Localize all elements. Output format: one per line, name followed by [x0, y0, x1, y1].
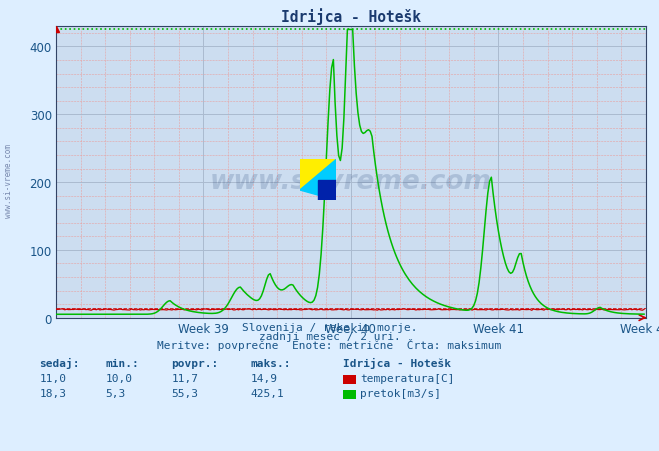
Text: 5,3: 5,3 — [105, 388, 126, 398]
Text: pretok[m3/s]: pretok[m3/s] — [360, 388, 442, 398]
Text: min.:: min.: — [105, 358, 139, 368]
Text: Slovenija / reke in morje.: Slovenija / reke in morje. — [242, 322, 417, 332]
Text: Idrijca - Hotešk: Idrijca - Hotešk — [343, 357, 451, 368]
Text: zadnji mesec / 2 uri.: zadnji mesec / 2 uri. — [258, 331, 401, 341]
Text: www.si-vreme.com: www.si-vreme.com — [4, 143, 13, 217]
Text: povpr.:: povpr.: — [171, 358, 219, 368]
Text: 11,7: 11,7 — [171, 373, 198, 383]
Text: 11,0: 11,0 — [40, 373, 67, 383]
Text: 18,3: 18,3 — [40, 388, 67, 398]
Polygon shape — [300, 160, 336, 190]
Title: Idrijca - Hotešk: Idrijca - Hotešk — [281, 8, 421, 24]
Text: maks.:: maks.: — [250, 358, 291, 368]
Polygon shape — [300, 160, 336, 201]
Text: sedaj:: sedaj: — [40, 357, 80, 368]
Text: Meritve: povprečne  Enote: metrične  Črta: maksimum: Meritve: povprečne Enote: metrične Črta:… — [158, 338, 501, 350]
Bar — [318, 180, 336, 201]
Text: 14,9: 14,9 — [250, 373, 277, 383]
Text: 10,0: 10,0 — [105, 373, 132, 383]
Text: www.si-vreme.com: www.si-vreme.com — [210, 168, 492, 194]
Text: temperatura[C]: temperatura[C] — [360, 373, 455, 383]
Text: 425,1: 425,1 — [250, 388, 284, 398]
Text: 55,3: 55,3 — [171, 388, 198, 398]
